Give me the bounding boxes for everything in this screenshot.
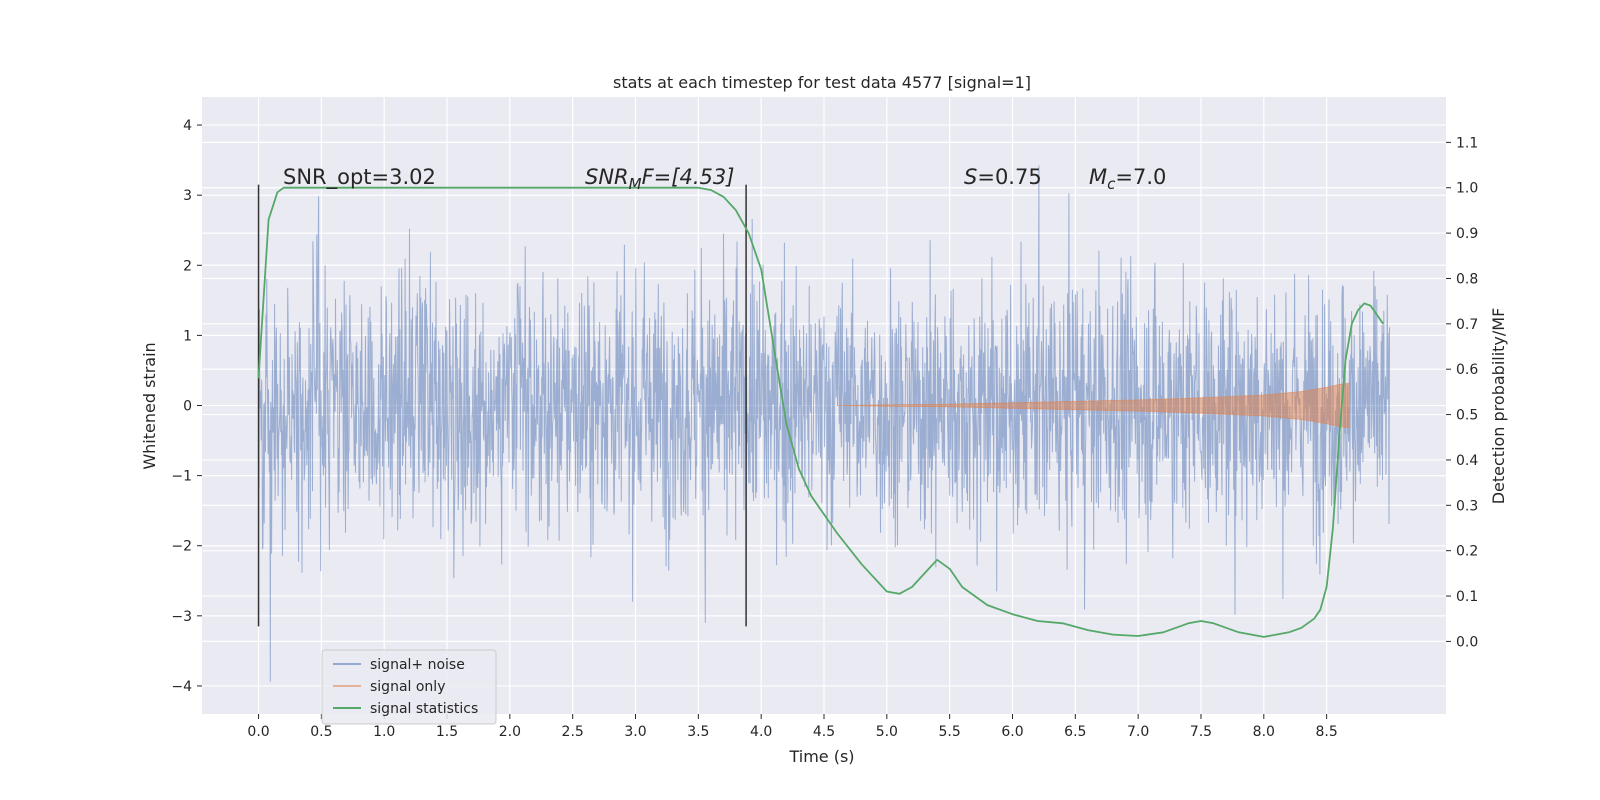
snr-mf-sub: M (629, 175, 642, 193)
y2-tick-label: 0.2 (1456, 544, 1478, 560)
y-tick-label: 3 (183, 188, 192, 204)
x-tick-label: 3.0 (624, 724, 646, 740)
x-tick-label: 0.5 (310, 724, 332, 740)
mc-annotation: Mc=7.0 (1089, 165, 1166, 193)
s-symbol: S (964, 165, 977, 189)
x-tick-label: 5.5 (939, 724, 961, 740)
legend-box (321, 649, 497, 725)
axes: 0.0 0.5 1.0 1.5 2.0 2.5 3.0 3.5 4.0 4.5 5.0 5.5 6.0 6… (171, 118, 1478, 740)
vertical-markers (257, 184, 747, 627)
signal-series (836, 382, 1350, 429)
y2-tick-label: 0.1 (1456, 589, 1478, 605)
x-tick-label: 2.5 (562, 724, 584, 740)
y-tick-label: 2 (183, 258, 192, 274)
y-tick-label: 4 (183, 118, 192, 134)
y2-tick-label: 0.6 (1456, 362, 1478, 378)
stats-series (257, 186, 1384, 638)
y-tick-label: −2 (171, 539, 192, 555)
mc-symbol: M (1089, 165, 1107, 189)
y2-tick-label: 0.4 (1456, 453, 1478, 469)
x-tick-label: 6.5 (1064, 724, 1086, 740)
x-tick-label: 6.0 (1001, 724, 1023, 740)
s-value: =0.75 (977, 165, 1041, 189)
chart-title: stats at each timestep for test data 457… (613, 73, 1031, 92)
x-tick-label: 4.5 (813, 724, 835, 740)
y-tick-label: −4 (171, 679, 192, 695)
snr-mf-annotation: SNRMF=[4.53] (585, 165, 734, 193)
y2-tick-label: 0.7 (1456, 317, 1478, 333)
x-tick-label: 5.0 (876, 724, 898, 740)
y2-tick-label: 1.0 (1456, 181, 1478, 197)
s-annotation: S=0.75 (964, 165, 1042, 189)
x-tick-label: 2.0 (499, 724, 521, 740)
y2-tick-label: 0.9 (1456, 226, 1478, 242)
series-signal-band (836, 382, 1350, 429)
y-tick-label: −3 (171, 609, 192, 625)
y2-axis-label: Detection probability/MF (1489, 308, 1508, 505)
y-tick-label: 1 (183, 328, 192, 344)
x-tick-label: 8.0 (1253, 724, 1275, 740)
x-tick-label: 4.0 (750, 724, 772, 740)
x-tick-label: 8.5 (1315, 724, 1337, 740)
x-tick-label: 1.0 (373, 724, 395, 740)
series-stats-line (257, 186, 1384, 638)
x-tick-label: 1.5 (436, 724, 458, 740)
y-tick-label: −1 (171, 469, 192, 485)
x-tick-label: 7.0 (1127, 724, 1149, 740)
noise-series (258, 165, 1390, 682)
y2-tick-label: 0.0 (1456, 634, 1478, 650)
x-tick-label: 0.0 (247, 724, 269, 740)
y2-tick-label: 0.8 (1456, 271, 1478, 287)
legend: signal+ noise signal only signal statist… (321, 649, 497, 725)
legend-label-signal: signal only (370, 679, 445, 695)
y-tick-label: 0 (183, 399, 192, 415)
snr-mf-base: SNR (585, 165, 629, 189)
snr-opt-annotation: SNR_opt=3.02 (283, 165, 436, 190)
x-tick-label: 7.5 (1190, 724, 1212, 740)
y-axis-label: Whitened strain (140, 342, 159, 469)
mc-value: =7.0 (1115, 165, 1166, 189)
y2-tick-label: 0.5 (1456, 408, 1478, 424)
mc-sub: c (1107, 175, 1116, 193)
x-tick-label: 3.5 (687, 724, 709, 740)
y2-tick-label: 1.1 (1456, 135, 1478, 151)
legend-label-noise: signal+ noise (370, 657, 465, 673)
legend-label-stats: signal statistics (370, 701, 478, 717)
x-axis-label: Time (s) (788, 747, 854, 766)
series-noise-line (258, 165, 1390, 682)
y2-tick-label: 0.3 (1456, 498, 1478, 514)
snr-mf-rest: F=[4.53] (642, 165, 735, 189)
